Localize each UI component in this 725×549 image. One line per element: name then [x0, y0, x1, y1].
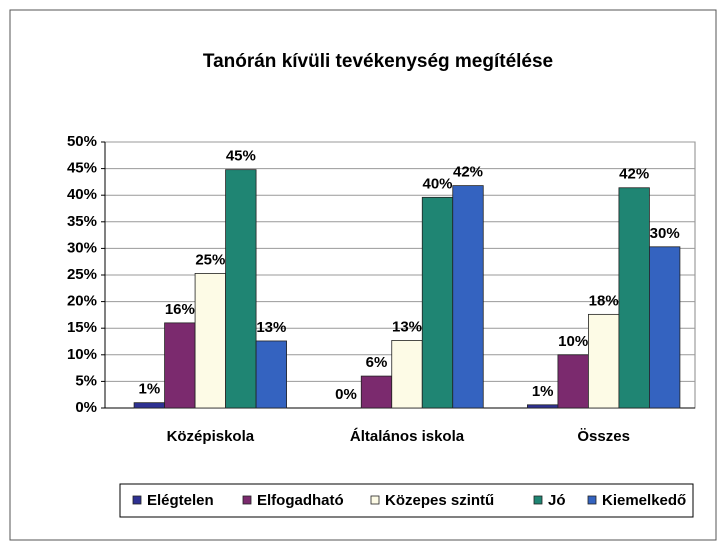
bar [391, 340, 423, 409]
data-label: 42% [453, 164, 483, 181]
legend-swatch [587, 495, 597, 505]
y-tick-label: 25% [67, 266, 97, 283]
data-label: 6% [366, 354, 388, 371]
bar [164, 322, 196, 409]
bar [527, 404, 559, 409]
x-tick-label: Általános iskola [350, 428, 465, 445]
data-label: 0% [335, 386, 357, 403]
y-tick-label: 30% [67, 239, 97, 256]
data-label: 45% [226, 148, 256, 165]
legend-swatch [533, 495, 543, 505]
legend-label: Elégtelen [147, 492, 214, 509]
data-label: 42% [619, 166, 649, 183]
legend-swatch [132, 495, 142, 505]
data-label: 10% [558, 333, 588, 350]
legend-label: Közepes szintű [385, 492, 494, 509]
bar [557, 354, 589, 409]
bar [618, 187, 650, 409]
y-tick-label: 15% [67, 319, 97, 336]
y-tick-label: 40% [67, 186, 97, 203]
legend-label: Elfogadható [257, 492, 344, 509]
y-tick-label: 45% [67, 160, 97, 177]
legend-swatch [242, 495, 252, 505]
bar [133, 402, 165, 409]
data-label: 13% [256, 319, 286, 336]
legend-label: Jó [548, 492, 566, 509]
x-tick-label: Összes [577, 428, 630, 445]
data-label: 18% [589, 292, 619, 309]
data-label: 40% [422, 175, 452, 192]
y-tick-label: 20% [67, 293, 97, 310]
bar [225, 169, 257, 409]
bar [649, 246, 681, 409]
data-label: 30% [650, 225, 680, 242]
y-tick-label: 35% [67, 213, 97, 230]
bar [360, 375, 393, 409]
bar [452, 185, 484, 409]
data-label: 1% [138, 381, 160, 398]
data-label: 1% [532, 383, 554, 400]
data-label: 16% [165, 301, 195, 318]
bar [421, 196, 454, 409]
y-tick-label: 5% [75, 372, 97, 389]
legend-box [119, 483, 694, 518]
bar [588, 313, 620, 409]
bar [194, 273, 226, 409]
legend-label: Kiemelkedő [602, 492, 686, 509]
y-tick-label: 0% [75, 399, 97, 416]
y-tick-label: 50% [67, 133, 97, 150]
data-label: 13% [392, 318, 422, 335]
x-tick-label: Középiskola [167, 428, 255, 445]
bar [255, 340, 287, 409]
data-label: 25% [195, 251, 225, 268]
y-tick-label: 10% [67, 346, 97, 363]
chart-title: Tanórán kívüli tevékenység megítélése [203, 51, 553, 72]
legend-swatch [370, 495, 380, 505]
